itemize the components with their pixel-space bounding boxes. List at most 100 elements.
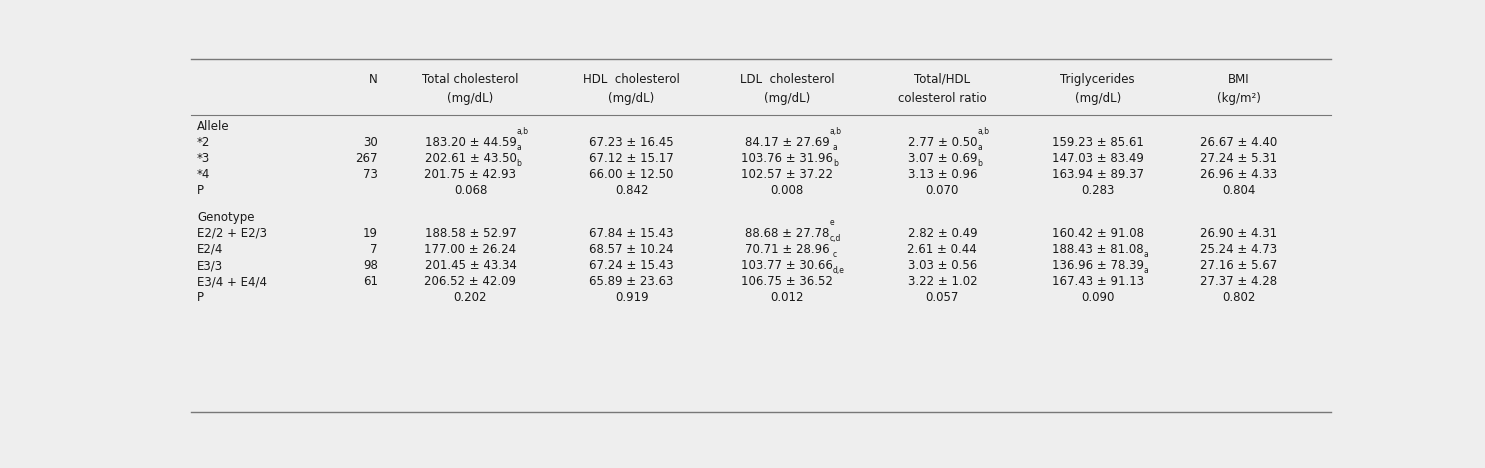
Text: 267: 267 xyxy=(355,152,377,165)
Text: 30: 30 xyxy=(362,136,377,149)
Text: 177.00 ± 26.24: 177.00 ± 26.24 xyxy=(425,243,517,256)
Text: 188.58 ± 52.97: 188.58 ± 52.97 xyxy=(425,227,517,240)
Text: P: P xyxy=(198,184,203,197)
Text: 61: 61 xyxy=(362,275,377,288)
Text: b: b xyxy=(517,159,521,168)
Text: 27.16 ± 5.67: 27.16 ± 5.67 xyxy=(1200,259,1277,272)
Text: a,b: a,b xyxy=(977,127,989,136)
Text: 3.07 ± 0.69: 3.07 ± 0.69 xyxy=(907,152,977,165)
Text: (mg/dL): (mg/dL) xyxy=(609,92,655,105)
Text: E3/4 + E4/4: E3/4 + E4/4 xyxy=(198,275,267,288)
Text: c: c xyxy=(833,250,838,259)
Text: 159.23 ± 85.61: 159.23 ± 85.61 xyxy=(1051,136,1143,149)
Text: 27.37 ± 4.28: 27.37 ± 4.28 xyxy=(1200,275,1277,288)
Text: Total cholesterol: Total cholesterol xyxy=(422,73,518,86)
Text: 26.67 ± 4.40: 26.67 ± 4.40 xyxy=(1200,136,1277,149)
Text: 136.96 ± 78.39: 136.96 ± 78.39 xyxy=(1051,259,1143,272)
Text: 2.82 ± 0.49: 2.82 ± 0.49 xyxy=(907,227,977,240)
Text: (kg/m²): (kg/m²) xyxy=(1216,92,1261,105)
Text: 68.57 ± 10.24: 68.57 ± 10.24 xyxy=(590,243,674,256)
Text: 67.24 ± 15.43: 67.24 ± 15.43 xyxy=(590,259,674,272)
Text: a: a xyxy=(517,143,521,152)
Text: b: b xyxy=(833,159,838,168)
Text: E2/4: E2/4 xyxy=(198,243,224,256)
Text: 0.068: 0.068 xyxy=(454,184,487,197)
Text: 2.61 ± 0.44: 2.61 ± 0.44 xyxy=(907,243,977,256)
Text: LDL  cholesterol: LDL cholesterol xyxy=(740,73,835,86)
Text: a: a xyxy=(1143,266,1148,275)
Text: 67.23 ± 16.45: 67.23 ± 16.45 xyxy=(590,136,674,149)
Text: 84.17 ± 27.69: 84.17 ± 27.69 xyxy=(744,136,829,149)
Text: 0.008: 0.008 xyxy=(771,184,803,197)
Text: 27.24 ± 5.31: 27.24 ± 5.31 xyxy=(1200,152,1277,165)
Text: 0.804: 0.804 xyxy=(1222,184,1255,197)
Text: *4: *4 xyxy=(198,168,211,181)
Text: 67.84 ± 15.43: 67.84 ± 15.43 xyxy=(590,227,674,240)
Text: 70.71 ± 28.96: 70.71 ± 28.96 xyxy=(744,243,829,256)
Text: 163.94 ± 89.37: 163.94 ± 89.37 xyxy=(1051,168,1143,181)
Text: a: a xyxy=(977,143,982,152)
Text: 0.057: 0.057 xyxy=(925,292,959,305)
Text: 66.00 ± 12.50: 66.00 ± 12.50 xyxy=(590,168,674,181)
Text: 202.61 ± 43.50: 202.61 ± 43.50 xyxy=(425,152,517,165)
Text: a: a xyxy=(833,143,838,152)
Text: E3/3: E3/3 xyxy=(198,259,223,272)
Text: 201.75 ± 42.93: 201.75 ± 42.93 xyxy=(425,168,517,181)
Text: 2.77 ± 0.50: 2.77 ± 0.50 xyxy=(907,136,977,149)
Text: 0.070: 0.070 xyxy=(925,184,959,197)
Text: *3: *3 xyxy=(198,152,211,165)
Text: 19: 19 xyxy=(362,227,377,240)
Text: HDL  cholesterol: HDL cholesterol xyxy=(584,73,680,86)
Text: 160.42 ± 91.08: 160.42 ± 91.08 xyxy=(1051,227,1143,240)
Text: 206.52 ± 42.09: 206.52 ± 42.09 xyxy=(425,275,517,288)
Text: P: P xyxy=(198,292,203,305)
Text: Allele: Allele xyxy=(198,120,230,133)
Text: colesterol ratio: colesterol ratio xyxy=(898,92,986,105)
Text: 25.24 ± 4.73: 25.24 ± 4.73 xyxy=(1200,243,1277,256)
Text: 7: 7 xyxy=(370,243,377,256)
Text: 0.202: 0.202 xyxy=(454,292,487,305)
Text: 3.22 ± 1.02: 3.22 ± 1.02 xyxy=(907,275,977,288)
Text: Total/HDL: Total/HDL xyxy=(915,73,970,86)
Text: (mg/dL): (mg/dL) xyxy=(763,92,811,105)
Text: 73: 73 xyxy=(362,168,377,181)
Text: 0.283: 0.283 xyxy=(1081,184,1114,197)
Text: Genotype: Genotype xyxy=(198,212,254,224)
Text: E2/2 + E2/3: E2/2 + E2/3 xyxy=(198,227,267,240)
Text: 183.20 ± 44.59: 183.20 ± 44.59 xyxy=(425,136,517,149)
Text: 201.45 ± 43.34: 201.45 ± 43.34 xyxy=(425,259,517,272)
Text: d,e: d,e xyxy=(833,266,845,275)
Text: 167.43 ± 91.13: 167.43 ± 91.13 xyxy=(1051,275,1143,288)
Text: (mg/dL): (mg/dL) xyxy=(447,92,493,105)
Text: 3.13 ± 0.96: 3.13 ± 0.96 xyxy=(907,168,977,181)
Text: 98: 98 xyxy=(362,259,377,272)
Text: *2: *2 xyxy=(198,136,211,149)
Text: Triglycerides: Triglycerides xyxy=(1060,73,1135,86)
Text: b: b xyxy=(977,159,982,168)
Text: 0.842: 0.842 xyxy=(615,184,649,197)
Text: a,b: a,b xyxy=(517,127,529,136)
Text: a,b: a,b xyxy=(829,127,842,136)
Text: 102.57 ± 37.22: 102.57 ± 37.22 xyxy=(741,168,833,181)
Text: 67.12 ± 15.17: 67.12 ± 15.17 xyxy=(590,152,674,165)
Text: N: N xyxy=(370,73,377,86)
Text: 26.96 ± 4.33: 26.96 ± 4.33 xyxy=(1200,168,1277,181)
Text: 0.090: 0.090 xyxy=(1081,292,1114,305)
Text: e: e xyxy=(829,218,833,227)
Text: (mg/dL): (mg/dL) xyxy=(1075,92,1121,105)
Text: 0.919: 0.919 xyxy=(615,292,649,305)
Text: BMI: BMI xyxy=(1228,73,1249,86)
Text: 103.76 ± 31.96: 103.76 ± 31.96 xyxy=(741,152,833,165)
Text: c,d: c,d xyxy=(829,234,841,243)
Text: 88.68 ± 27.78: 88.68 ± 27.78 xyxy=(745,227,829,240)
Text: 103.77 ± 30.66: 103.77 ± 30.66 xyxy=(741,259,833,272)
Text: 147.03 ± 83.49: 147.03 ± 83.49 xyxy=(1051,152,1143,165)
Text: a: a xyxy=(1143,250,1148,259)
Text: 0.802: 0.802 xyxy=(1222,292,1255,305)
Text: 106.75 ± 36.52: 106.75 ± 36.52 xyxy=(741,275,833,288)
Text: 0.012: 0.012 xyxy=(771,292,803,305)
Text: 3.03 ± 0.56: 3.03 ± 0.56 xyxy=(907,259,977,272)
Text: 188.43 ± 81.08: 188.43 ± 81.08 xyxy=(1051,243,1143,256)
Text: 65.89 ± 23.63: 65.89 ± 23.63 xyxy=(590,275,674,288)
Text: 26.90 ± 4.31: 26.90 ± 4.31 xyxy=(1200,227,1277,240)
